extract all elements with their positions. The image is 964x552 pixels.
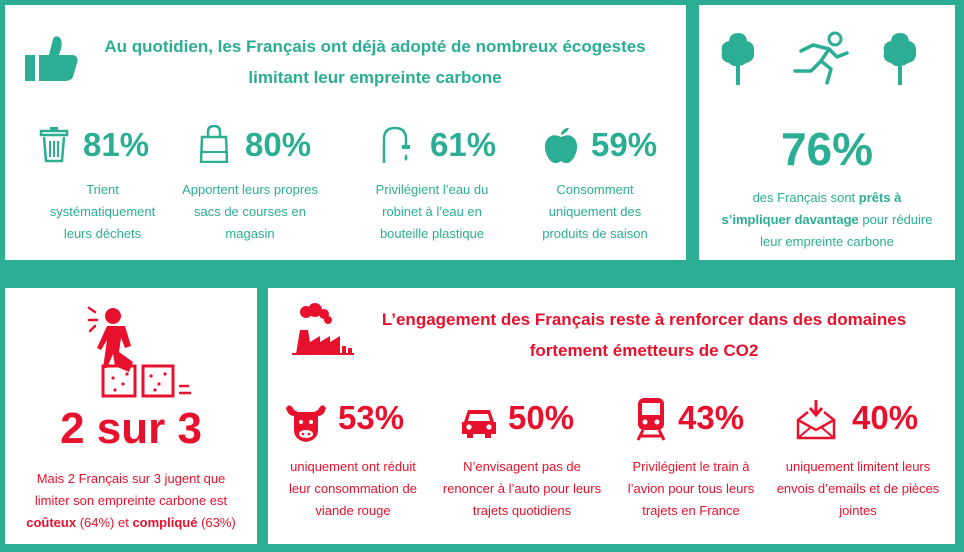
email-download-icon <box>796 400 836 440</box>
stat-emails: 40% uniquement limitent leurs envois d’em… <box>768 396 948 536</box>
daily-ecogestures-panel: Au quotidien, les Français ont déjà adop… <box>5 5 686 260</box>
stat-description: Trient systématiquement leurs déchets <box>49 182 156 241</box>
stat-sorting-waste: 81% Trient systématiquement leurs déchets <box>35 123 170 253</box>
tree-icon <box>881 31 919 87</box>
trash-bin-icon <box>39 127 69 163</box>
stat-description: des Français sont prêts à s’impliquer da… <box>721 190 933 249</box>
tree-icon <box>719 31 757 87</box>
stat-value: 40% <box>852 399 919 436</box>
stat-description: Privilégient l’eau du robinet à l’eau en b… <box>375 182 489 241</box>
stat-description: Consomment uniquement des produits de sais… <box>542 182 648 241</box>
stat-description: Mais 2 Français sur 3 jugent que limiter… <box>26 471 236 530</box>
cow-icon <box>284 400 328 444</box>
stat-value: 61% <box>430 126 497 163</box>
stat-value: 80% <box>245 126 312 163</box>
panel4-title: L’engagement des Français reste à renfor… <box>358 304 930 366</box>
stat-red-meat: 53% uniquement ont réduit leur consommati… <box>278 396 428 536</box>
stat-description: N’envisagent pas de renoncer à l’auto pou… <box>442 459 602 518</box>
stat-description: Privilégient le train à l’avion pour tous… <box>627 459 755 518</box>
stat-value: 59% <box>591 126 658 163</box>
factory-pollution-icon <box>290 302 354 356</box>
stat-train: 43% Privilégient le train à l’avion pour … <box>616 396 766 536</box>
stat-value: 76% <box>780 123 874 175</box>
stat-description: uniquement ont réduit leur consommation d… <box>289 459 417 518</box>
title-line: fortement émetteurs de CO2 <box>529 341 759 360</box>
stat-value: 50% <box>508 399 575 436</box>
running-person-icon <box>791 31 853 85</box>
stat-value: 2 sur 3 <box>60 404 202 453</box>
title-line: Au quotidien, les Français ont déjà adop… <box>104 37 646 56</box>
ready-to-act-panel: 76% des Français sont prêts à s’implique… <box>699 5 955 260</box>
panel1-title: Au quotidien, les Français ont déjà adop… <box>85 31 665 93</box>
stat-seasonal-products: 59% Consomment uniquement des produits de … <box>525 123 665 253</box>
thumbs-up-icon <box>25 35 79 83</box>
stat-value: 53% <box>338 399 405 436</box>
shopping-bag-icon <box>199 125 229 163</box>
apple-icon <box>543 127 579 165</box>
title-line: L’engagement des Français reste à renfor… <box>381 310 907 329</box>
stat-description: Apportent leurs propres sacs de courses e… <box>182 182 318 241</box>
cost-complexity-panel: 2 sur 3 Mais 2 Français sur 3 jugent que… <box>5 288 257 544</box>
stat-description: uniquement limitent leurs envois d’emails… <box>776 459 940 518</box>
stat-car: 50% N’envisagent pas de renoncer à l’auto… <box>432 396 612 536</box>
stat-value: 81% <box>83 126 150 163</box>
stressed-person-on-blocks-icon <box>85 306 195 400</box>
train-icon <box>634 398 668 442</box>
stat-value: 43% <box>678 399 745 436</box>
water-tap-icon <box>380 125 412 165</box>
stat-shopping-bags: 80% Apportent leurs propres sacs de cours… <box>175 123 325 253</box>
engagement-to-strengthen-panel: L’engagement des Français reste à renfor… <box>268 288 955 544</box>
title-line: limitant leur empreinte carbone <box>248 68 502 87</box>
stat-tap-water: 61% Privilégient l’eau du robinet à l’eau… <box>362 123 502 253</box>
car-icon <box>460 406 498 440</box>
